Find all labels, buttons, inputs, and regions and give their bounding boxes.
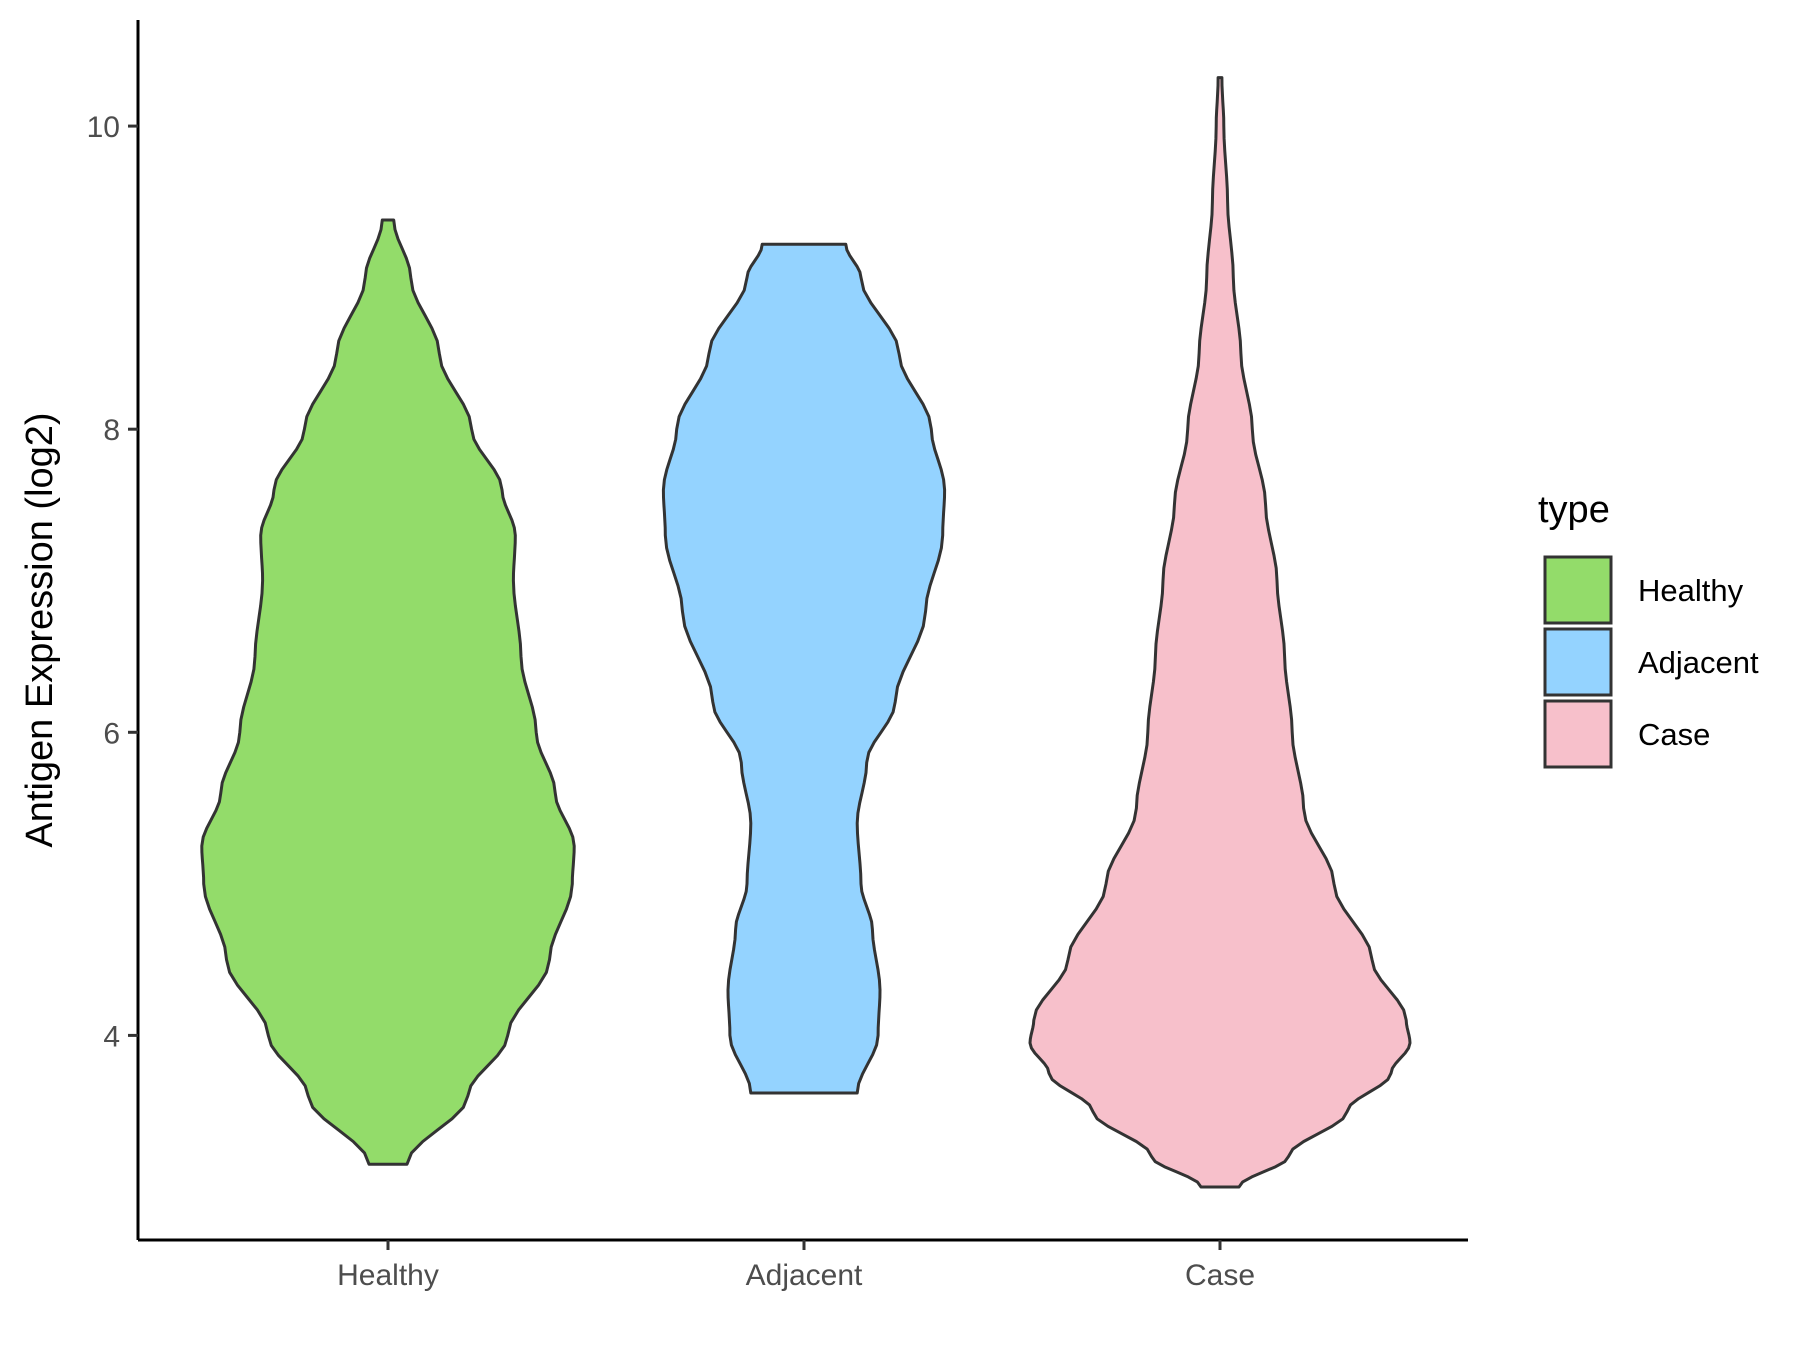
violin-layer [200, 76, 1412, 1189]
violin-healthy [200, 218, 576, 1166]
legend: type Healthy Adjacent Case [1538, 489, 1759, 769]
violin-case [1028, 76, 1412, 1189]
y-tick-label: 6 [103, 717, 120, 750]
x-tick-label-healthy: Healthy [337, 1259, 439, 1292]
y-tick-label: 4 [103, 1020, 120, 1053]
legend-label-healthy: Healthy [1638, 573, 1744, 608]
axes: 4 6 8 10 Healthy Adjacent Case [87, 20, 1468, 1292]
legend-key-adjacent [1543, 627, 1613, 697]
legend-label-case: Case [1638, 717, 1710, 752]
legend-label-adjacent: Adjacent [1638, 645, 1759, 680]
y-tick-label: 10 [87, 111, 120, 144]
x-tick-label-case: Case [1185, 1259, 1255, 1292]
legend-title: type [1538, 489, 1610, 531]
x-tick-label-adjacent: Adjacent [746, 1259, 863, 1292]
y-tick-label: 8 [103, 414, 120, 447]
violin-adjacent [661, 242, 947, 1095]
y-axis-title: Antigen Expression (log2) [19, 412, 61, 847]
legend-key-case [1543, 699, 1613, 769]
legend-key-healthy [1543, 555, 1613, 625]
